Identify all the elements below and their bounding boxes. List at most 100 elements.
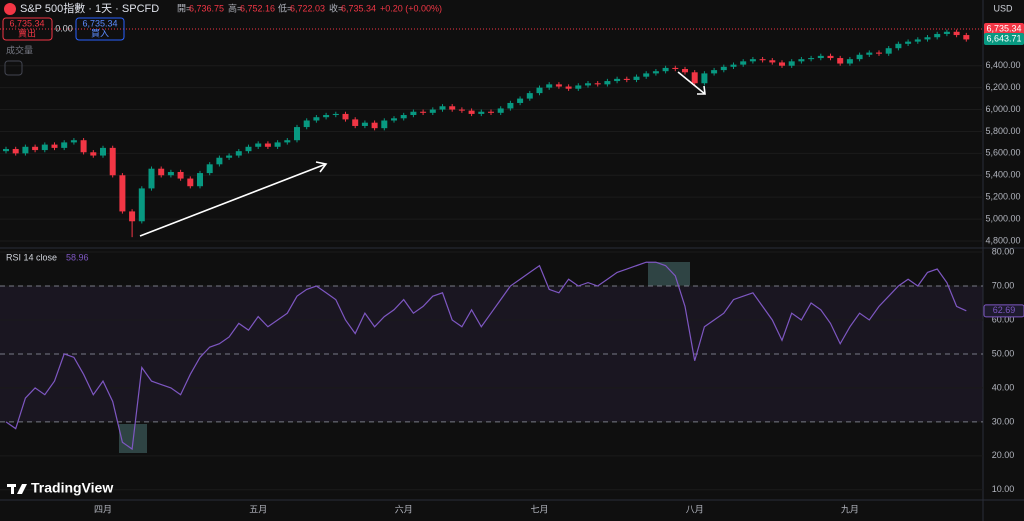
buy-price: 6,735.34 (82, 18, 117, 28)
volume-label: 成交量 (6, 44, 33, 55)
candle-body (148, 168, 155, 189)
candle-body (585, 83, 591, 86)
buy-label: 買入 (91, 28, 109, 38)
candle-body (216, 157, 223, 165)
candle-body (682, 69, 688, 73)
candle-body (41, 144, 48, 151)
y-tick-label: 10.00 (992, 484, 1015, 494)
candle-body (32, 146, 39, 151)
candle-body (507, 102, 514, 109)
candle-body (468, 110, 475, 114)
candle-body (827, 55, 834, 59)
candle-body (905, 41, 912, 44)
candle-body (371, 122, 378, 129)
candle-body (381, 120, 388, 129)
x-tick-label: 六月 (395, 503, 413, 514)
candle-body (255, 143, 262, 147)
highlight-box (648, 262, 690, 286)
candle-body (129, 211, 136, 222)
x-tick-label: 四月 (94, 504, 112, 514)
candle-body (730, 64, 737, 67)
candle-body (158, 168, 165, 176)
symbol-title[interactable]: S&P 500指數 · 1天 · SPCFD (20, 1, 159, 15)
y-tick-label: 6,000.00 (985, 104, 1020, 114)
arrow (139, 163, 327, 237)
candle-body (284, 140, 291, 143)
rsi-tag-label: 62.69 (993, 305, 1016, 315)
candle-body (701, 73, 708, 84)
candle-body (323, 115, 330, 118)
collapse-button[interactable] (4, 60, 23, 76)
logo-shape (17, 484, 27, 494)
candle-body (410, 111, 417, 116)
candle-body (740, 61, 747, 65)
candle-body (22, 146, 29, 154)
candle-body (61, 142, 68, 148)
sell-price: 6,735.34 (9, 18, 44, 28)
candle-body (808, 58, 815, 60)
candle-body (177, 171, 184, 179)
candle-body (187, 178, 194, 187)
ohlc-value: 6,735.34 (341, 3, 376, 13)
buy-button[interactable] (75, 17, 125, 41)
price-tag (984, 22, 1024, 35)
candle-body (226, 155, 233, 158)
ohlc-label: 收= (329, 2, 343, 13)
candle-body (429, 109, 436, 113)
candle-body (420, 111, 427, 113)
candle-body (846, 59, 853, 64)
y-tick-label: 5,800.00 (985, 126, 1020, 136)
change: +0.20 (+0.00%) (380, 3, 442, 13)
candle-body (119, 175, 126, 212)
candle-body (274, 142, 281, 147)
candle-body (80, 140, 87, 153)
candle-body (769, 60, 776, 63)
y-tick-label: 30.00 (992, 416, 1015, 426)
y-tick-label: 60.00 (992, 314, 1015, 324)
brand-logo (7, 484, 27, 494)
candle-body (526, 93, 533, 99)
rsi-current-value: 58.96 (66, 252, 89, 262)
price-tag-label: 6,735.34 (986, 23, 1021, 33)
y-tick-label: 6,400.00 (985, 60, 1020, 70)
candle-body (662, 67, 669, 72)
candle-body (439, 106, 446, 110)
ohlc-label: 高= (228, 2, 242, 13)
candle-body (206, 164, 213, 174)
candle-body (303, 120, 310, 128)
candle-body (332, 113, 339, 116)
x-tick-label: 九月 (841, 504, 859, 514)
arrow-head (697, 85, 706, 95)
candle-body (138, 188, 145, 222)
candle-body (837, 58, 844, 64)
ohlc-value: 6,722.03 (290, 3, 325, 13)
arrow (677, 71, 706, 95)
price-tag (984, 33, 1024, 46)
candle-body (167, 171, 174, 176)
candle-body (109, 147, 116, 176)
rsi-line (5, 261, 967, 451)
brand-name: TradingView (31, 480, 113, 496)
y-tick-label: 70.00 (992, 280, 1015, 290)
candle-body (652, 71, 659, 74)
sell-button[interactable] (2, 17, 53, 41)
candle-body (497, 108, 504, 113)
x-tick-label: 七月 (530, 504, 548, 514)
ohlc-value: 6,736.75 (189, 3, 224, 13)
candle-body (245, 146, 252, 152)
candle-body (866, 52, 873, 55)
annotation-arrows (139, 71, 706, 237)
logo-shape (11, 484, 14, 494)
candle-body (536, 87, 543, 94)
candle-body (90, 152, 97, 156)
candle-body (488, 111, 494, 113)
ohlc-value: 6,752.16 (240, 3, 275, 13)
plot-area: 4,800.00 5,000.00 5,200.00 5,400.00 5,600.00… (0, 22, 1024, 514)
y-tick-label: 20.00 (992, 450, 1015, 460)
candle-body (342, 113, 349, 120)
currency[interactable]: USD (993, 3, 1013, 13)
candle-body (924, 37, 931, 40)
arrow-head (315, 161, 328, 173)
candle-body (895, 43, 902, 49)
